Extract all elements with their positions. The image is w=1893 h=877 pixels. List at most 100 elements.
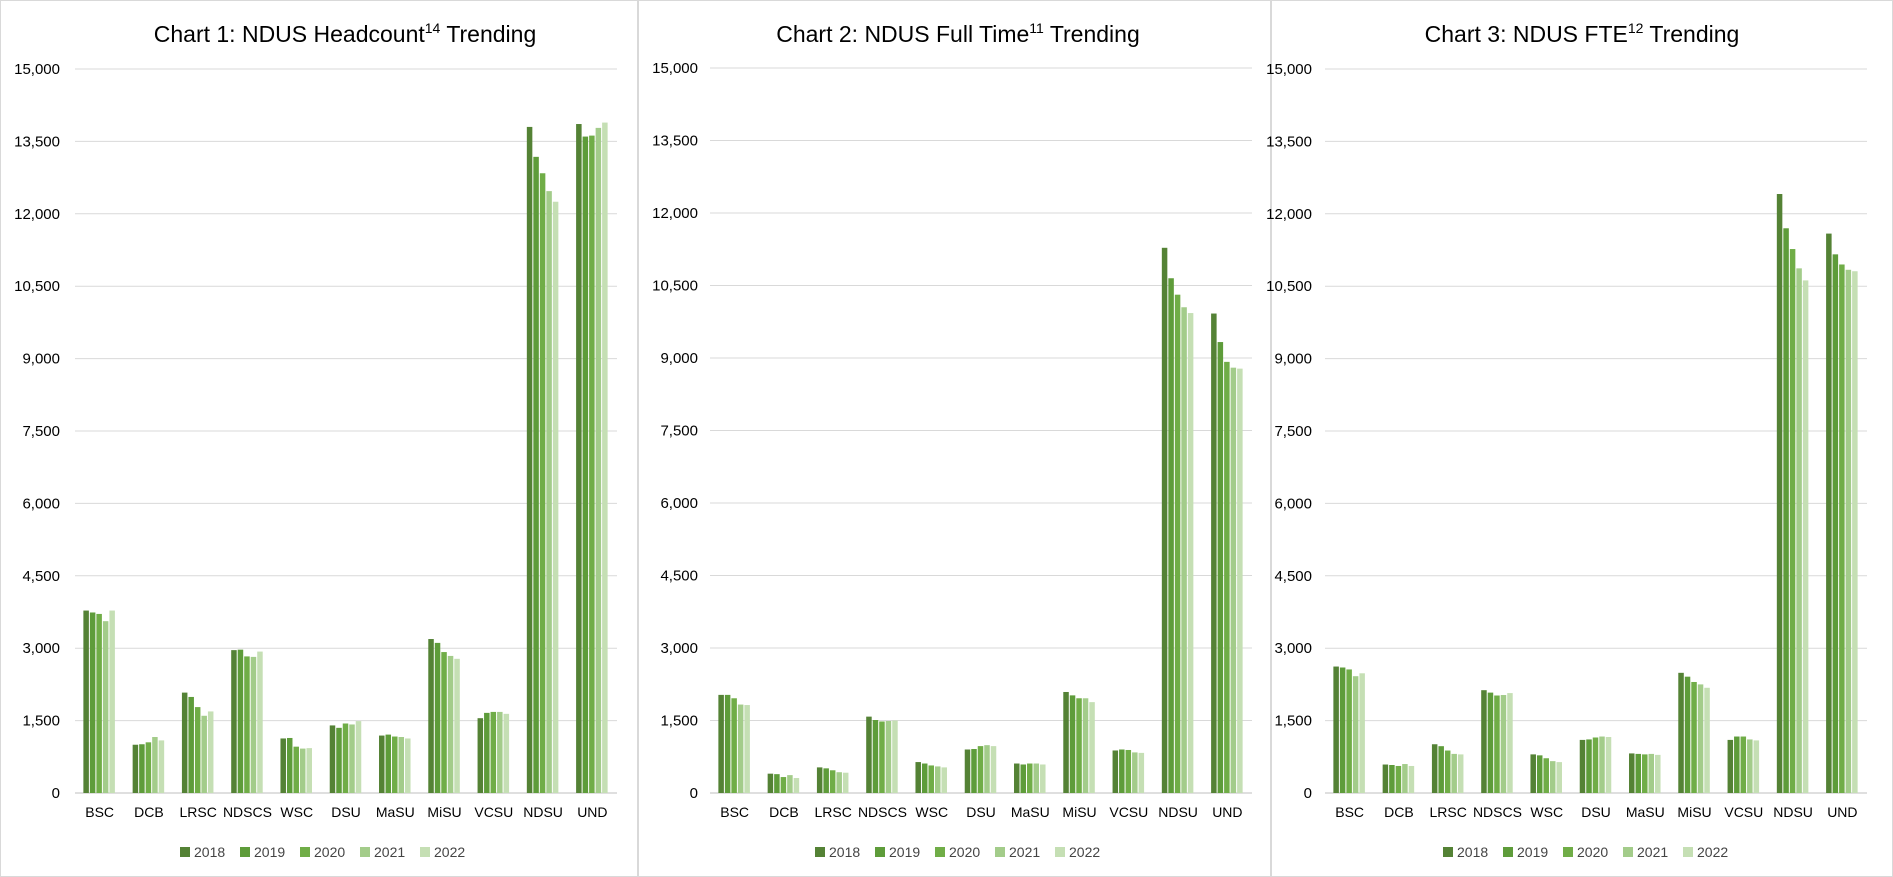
x-tick-label: NDSU	[1158, 804, 1198, 820]
bar-dsu-2020	[977, 746, 984, 793]
bar-wsc-2021	[1549, 761, 1556, 793]
bar-und-2022	[1237, 368, 1243, 793]
bar-dcb-2019	[139, 744, 145, 793]
legend-label: 2018	[194, 844, 225, 860]
bar-misu-2022	[1704, 687, 1710, 793]
bar-und-2018	[576, 124, 582, 794]
y-tick-label: 7,500	[22, 423, 60, 440]
y-tick-label: 9,000	[660, 350, 698, 367]
bar-und-2022	[1852, 271, 1858, 794]
legend-swatch	[815, 847, 825, 857]
legend-label: 2021	[1637, 844, 1668, 860]
x-tick-label: UND	[1212, 804, 1242, 820]
legend-label: 2022	[1069, 844, 1100, 860]
x-tick-label: DCB	[1384, 804, 1414, 820]
bar-bsc-2021	[102, 621, 109, 793]
bar-dcb-2022	[1408, 765, 1415, 793]
legend-label: 2021	[374, 844, 405, 860]
bar-masu-2022	[405, 738, 411, 793]
x-tick-label: MiSU	[427, 804, 461, 820]
x-tick-label: DCB	[134, 804, 164, 820]
y-tick-label: 12,000	[1266, 206, 1312, 223]
chart-title: Chart 1: NDUS Headcount14 Trending	[154, 20, 537, 47]
bar-und-2019	[582, 136, 589, 793]
bar-wsc-2018	[1530, 754, 1536, 793]
bar-dcb-2021	[152, 737, 158, 793]
bar-dcb-2018	[1382, 764, 1389, 793]
bar-masu-2019	[385, 734, 392, 793]
legend-label: 2018	[1457, 844, 1488, 860]
bar-ndsu-2021	[1181, 307, 1187, 793]
y-tick-label: 1,500	[1274, 713, 1312, 730]
bar-und-2018	[1211, 313, 1217, 793]
bar-dcb-2018	[767, 773, 774, 793]
bar-misu-2020	[1076, 698, 1082, 793]
x-tick-label: LRSC	[180, 804, 217, 820]
legend-label: 2019	[1517, 844, 1548, 860]
bar-lrsc-2021	[836, 772, 842, 793]
x-tick-label: BSC	[720, 804, 749, 820]
x-tick-label: VCSU	[1109, 804, 1148, 820]
bar-lrsc-2021	[201, 715, 207, 793]
bar-ndsu-2020	[1789, 249, 1796, 793]
bar-und-2021	[1230, 367, 1237, 793]
bar-misu-2021	[1082, 698, 1089, 793]
bar-lrsc-2021	[1451, 753, 1457, 793]
bar-misu-2022	[454, 658, 460, 793]
bar-dcb-2021	[1402, 764, 1408, 793]
bar-bsc-2022	[109, 610, 115, 793]
y-tick-label: 0	[690, 785, 698, 802]
bar-masu-2018	[1629, 753, 1635, 793]
bar-misu-2018	[1678, 672, 1684, 793]
x-tick-label: WSC	[1530, 804, 1563, 820]
x-tick-label: MaSU	[1626, 804, 1665, 820]
bar-dsu-2020	[342, 723, 349, 793]
legend-swatch	[360, 847, 370, 857]
bar-dcb-2021	[787, 775, 793, 793]
legend-swatch	[935, 847, 945, 857]
bar-dcb-2018	[132, 744, 139, 793]
bar-und-2021	[1845, 269, 1852, 794]
bar-und-2019	[1217, 342, 1224, 793]
bar-und-2022	[602, 122, 608, 794]
bar-ndsu-2018	[1776, 194, 1783, 793]
y-tick-label: 13,500	[652, 133, 698, 150]
bar-ndscs-2018	[866, 716, 872, 793]
bar-masu-2020	[1642, 754, 1648, 793]
bar-vcsu-2021	[1132, 752, 1138, 793]
bar-vcsu-2020	[1125, 749, 1132, 793]
bar-misu-2018	[1063, 691, 1069, 793]
y-tick-label: 10,500	[14, 278, 60, 295]
y-tick-label: 15,000	[652, 60, 698, 77]
bar-dcb-2020	[145, 742, 152, 793]
legend-label: 2020	[1577, 844, 1608, 860]
legend-swatch	[180, 847, 190, 857]
bar-ndsu-2020	[1174, 294, 1181, 793]
bar-vcsu-2022	[503, 713, 510, 793]
bar-lrsc-2022	[207, 711, 214, 793]
bar-masu-2020	[1027, 763, 1033, 793]
bar-ndscs-2019	[1487, 692, 1494, 793]
bar-dsu-2022	[990, 746, 997, 793]
bar-dcb-2022	[158, 740, 165, 793]
bar-und-2020	[589, 135, 595, 793]
bar-lrsc-2020	[1444, 750, 1451, 793]
bar-masu-2019	[1020, 764, 1027, 793]
bar-dsu-2018	[964, 749, 971, 793]
y-tick-label: 9,000	[22, 351, 60, 368]
bar-ndscs-2018	[231, 650, 237, 793]
x-tick-label: BSC	[85, 804, 114, 820]
bar-misu-2019	[434, 642, 441, 793]
bar-bsc-2020	[731, 698, 737, 793]
legend-label: 2018	[829, 844, 860, 860]
bar-vcsu-2020	[490, 711, 497, 793]
y-tick-label: 12,000	[14, 206, 60, 223]
y-tick-label: 12,000	[652, 205, 698, 222]
bar-lrsc-2022	[842, 772, 849, 793]
x-tick-label: LRSC	[1430, 804, 1467, 820]
x-tick-label: DCB	[769, 804, 799, 820]
x-tick-label: VCSU	[1724, 804, 1763, 820]
x-tick-label: DSU	[1581, 804, 1611, 820]
bar-lrsc-2020	[829, 770, 836, 793]
bar-ndscs-2022	[257, 651, 263, 793]
